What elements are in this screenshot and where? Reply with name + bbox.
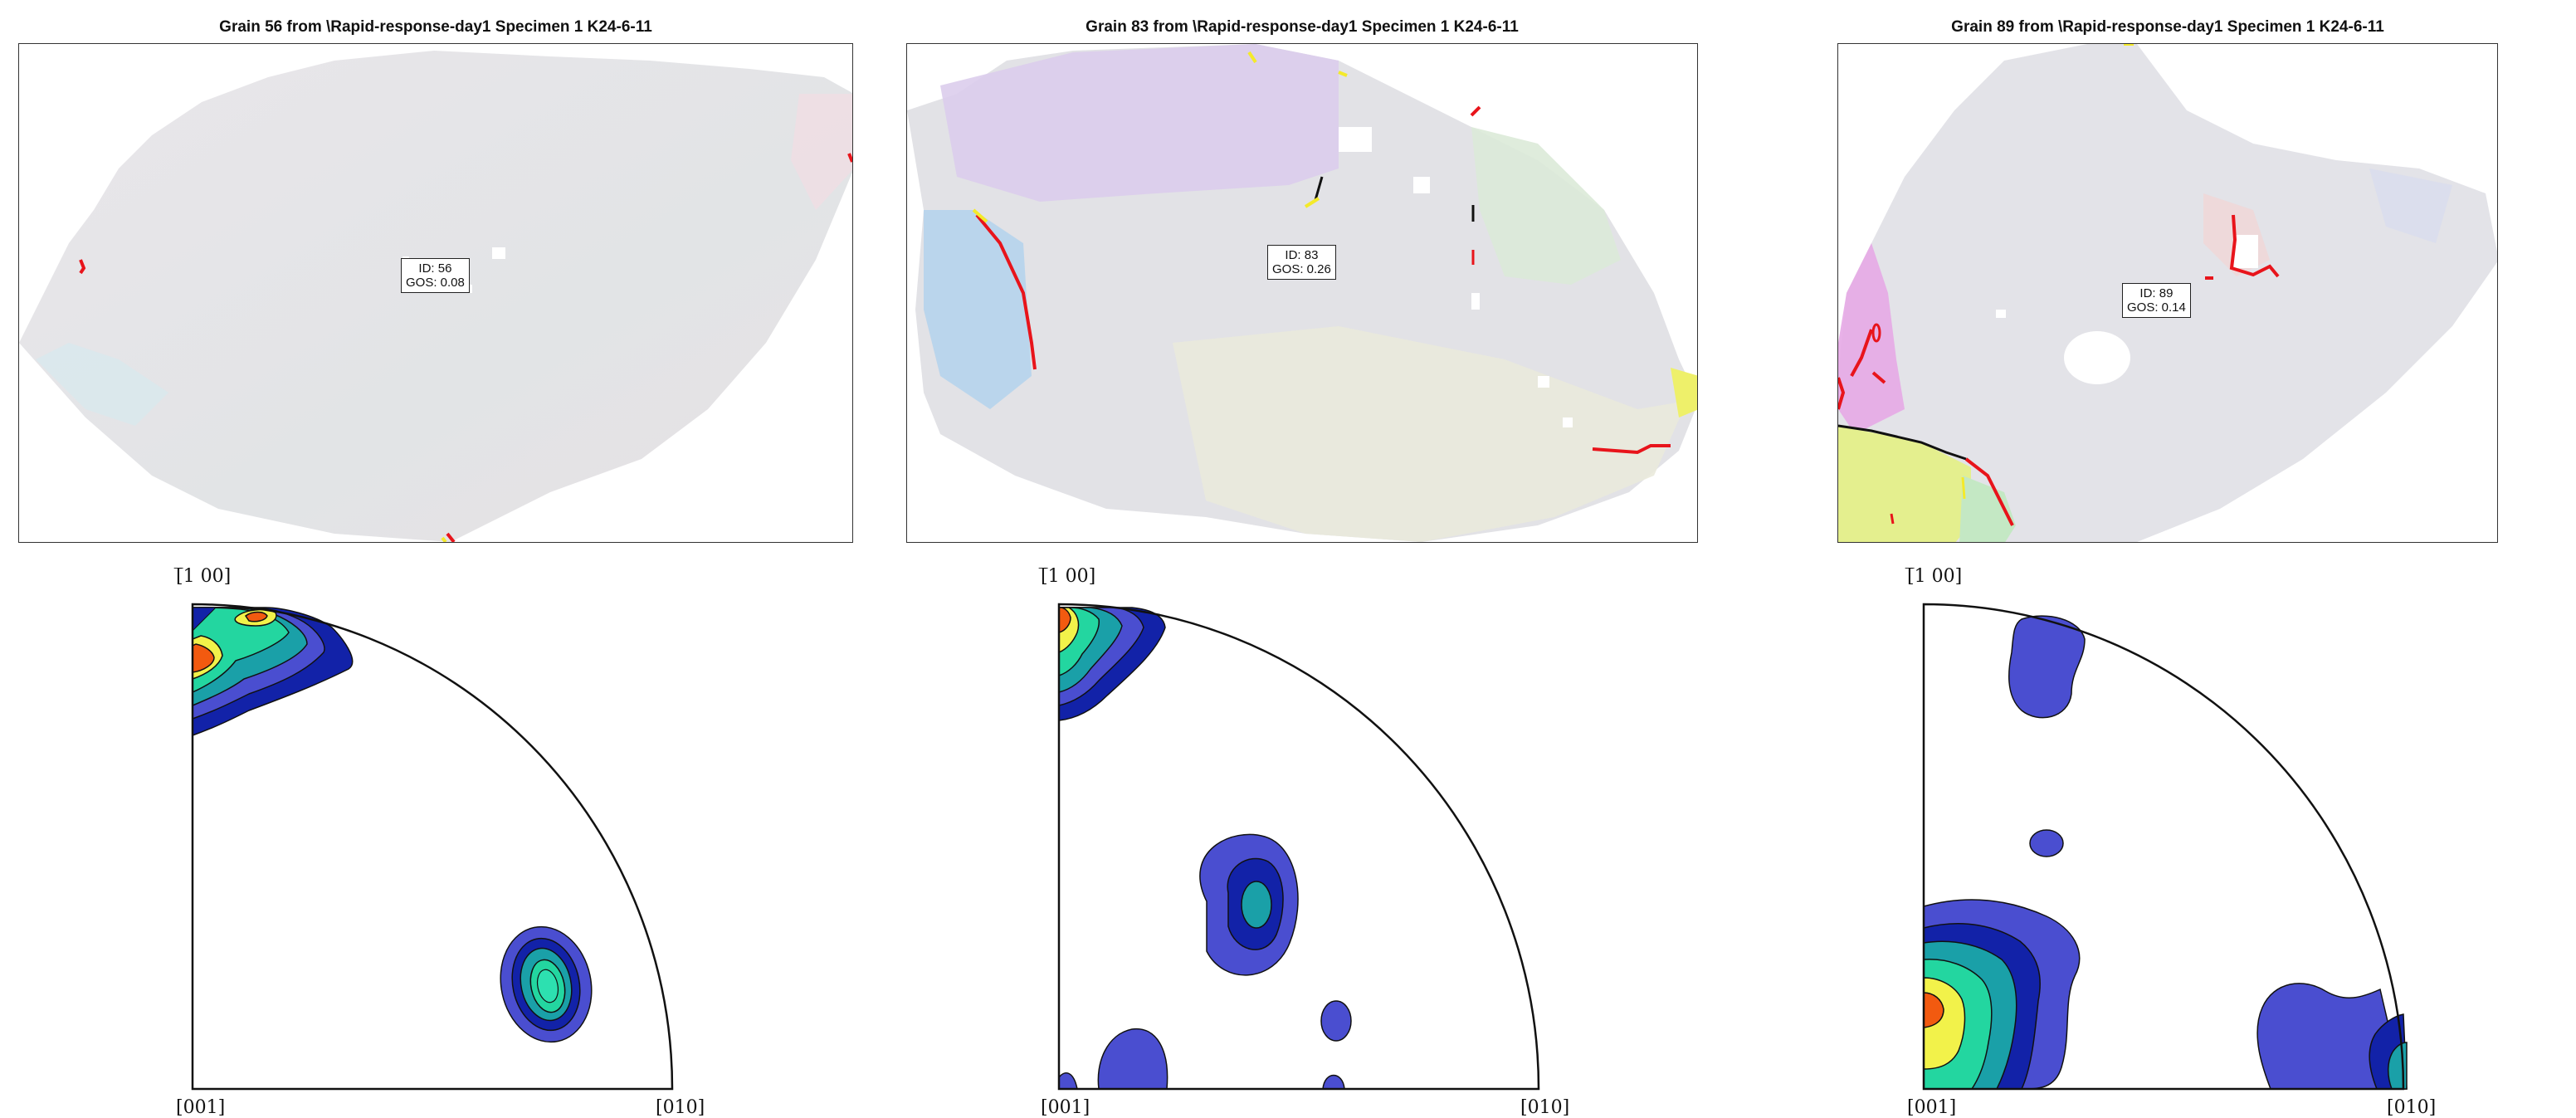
- pole-figure-outline: [1922, 603, 2405, 1091]
- grain-label: ID: 83 GOS: 0.26: [1267, 245, 1336, 280]
- boundary-segment: [972, 208, 988, 223]
- pole-label-010: [010]: [1520, 1097, 1570, 1118]
- pole-label-top: [̅1 00]: [1907, 566, 1963, 587]
- boundary-segment: [1838, 377, 1846, 410]
- boundary-segment: [441, 536, 447, 542]
- boundary-segment: [847, 153, 852, 163]
- pole-contours: [1058, 607, 1352, 1090]
- grain-id: ID: 83: [1285, 248, 1319, 262]
- boundary-segment: [1964, 457, 2014, 526]
- inverse-pole-figure: [1922, 603, 2408, 1091]
- grain-label: ID: 89 GOS: 0.14: [2122, 283, 2191, 318]
- boundary-segment: [1338, 71, 1348, 77]
- inverse-pole-figure: [1057, 603, 1540, 1091]
- boundary-segment: [1850, 329, 1873, 377]
- pole-figure-outline: [191, 603, 674, 1091]
- panel-title: Grain 89 from \Rapid-response-day1 Speci…: [1951, 18, 2384, 36]
- boundary-segment: [1314, 176, 1324, 201]
- grain-gos: GOS: 0.14: [2127, 300, 2186, 315]
- grain-map-image: [907, 44, 1697, 542]
- pole-label-top: [̅1 00]: [1041, 566, 1096, 587]
- boundary-segment: [79, 259, 86, 275]
- grain-label: ID: 56 GOS: 0.08: [401, 258, 470, 293]
- grain-id: ID: 89: [2139, 286, 2174, 300]
- boundary-segment: [1592, 444, 1671, 455]
- grain-tint-blue: [924, 210, 1032, 409]
- boundary-segment: [1838, 424, 1967, 461]
- boundary-segment: [446, 532, 456, 542]
- pixel-gap: [1471, 293, 1480, 310]
- grain-tint-pink: [791, 94, 852, 210]
- grain-map: ID: 56 GOS: 0.08: [18, 43, 853, 543]
- grain-region: [19, 51, 852, 542]
- pole-label-010: [010]: [656, 1097, 705, 1118]
- boundary-segment: [1961, 476, 1966, 500]
- grain-tint-yellow: [1173, 326, 1687, 542]
- grain-tint-purple: [940, 44, 1339, 202]
- pole-label-001: [001]: [1907, 1097, 1957, 1118]
- inverse-pole-figure: [191, 603, 674, 1091]
- panel-title: Grain 56 from \Rapid-response-day1 Speci…: [219, 18, 652, 36]
- pole-label-001: [001]: [1041, 1097, 1090, 1118]
- grain-map-image: [19, 51, 852, 542]
- grain-tint-blue: [2369, 168, 2452, 243]
- pole-label-001: [001]: [176, 1097, 226, 1118]
- boundary-segment: [1871, 371, 1886, 384]
- pixel-gap: [2233, 235, 2258, 268]
- pixel-gap: [1339, 127, 1372, 152]
- boundary-segment: [2229, 214, 2280, 278]
- grain-tint-green: [1959, 476, 2016, 542]
- pole-figure-outline: [1057, 603, 1540, 1091]
- pole-label-010: [010]: [2387, 1097, 2437, 1118]
- pixel-gap: [1413, 177, 1430, 193]
- pixel-gap: [492, 247, 505, 259]
- grain-tint-yellow-strong: [1671, 368, 1697, 417]
- boundary-segment: [1871, 323, 1881, 343]
- boundary-segment: [1304, 197, 1320, 208]
- grain-id: ID: 56: [418, 261, 452, 276]
- pixel-gap: [1996, 310, 2006, 318]
- pole-contours: [1923, 615, 2408, 1090]
- pixel-gap: [1563, 417, 1573, 427]
- grain-gos: GOS: 0.08: [406, 276, 465, 290]
- grain-tint-magenta: [1838, 243, 1905, 434]
- grain-map: ID: 89 GOS: 0.14: [1837, 43, 2498, 543]
- boundary-segment: [1890, 513, 1895, 525]
- boundary-segment: [1247, 51, 1257, 64]
- grain-gos: GOS: 0.26: [1272, 262, 1331, 276]
- pixel-gap: [2064, 331, 2130, 384]
- pole-contours: [192, 607, 593, 1043]
- panel-title: Grain 83 from \Rapid-response-day1 Speci…: [1086, 18, 1519, 36]
- pixel-gap: [1538, 376, 1549, 388]
- grain-tint-yellow: [1838, 426, 1971, 542]
- grain-tint-blue: [36, 343, 168, 426]
- boundary-segment: [975, 213, 1037, 370]
- grain-map: ID: 83 GOS: 0.26: [906, 43, 1698, 543]
- grain-tint-green: [1471, 127, 1621, 285]
- pole-label-top: [̅1 00]: [176, 566, 232, 587]
- boundary-segment: [1470, 105, 1481, 117]
